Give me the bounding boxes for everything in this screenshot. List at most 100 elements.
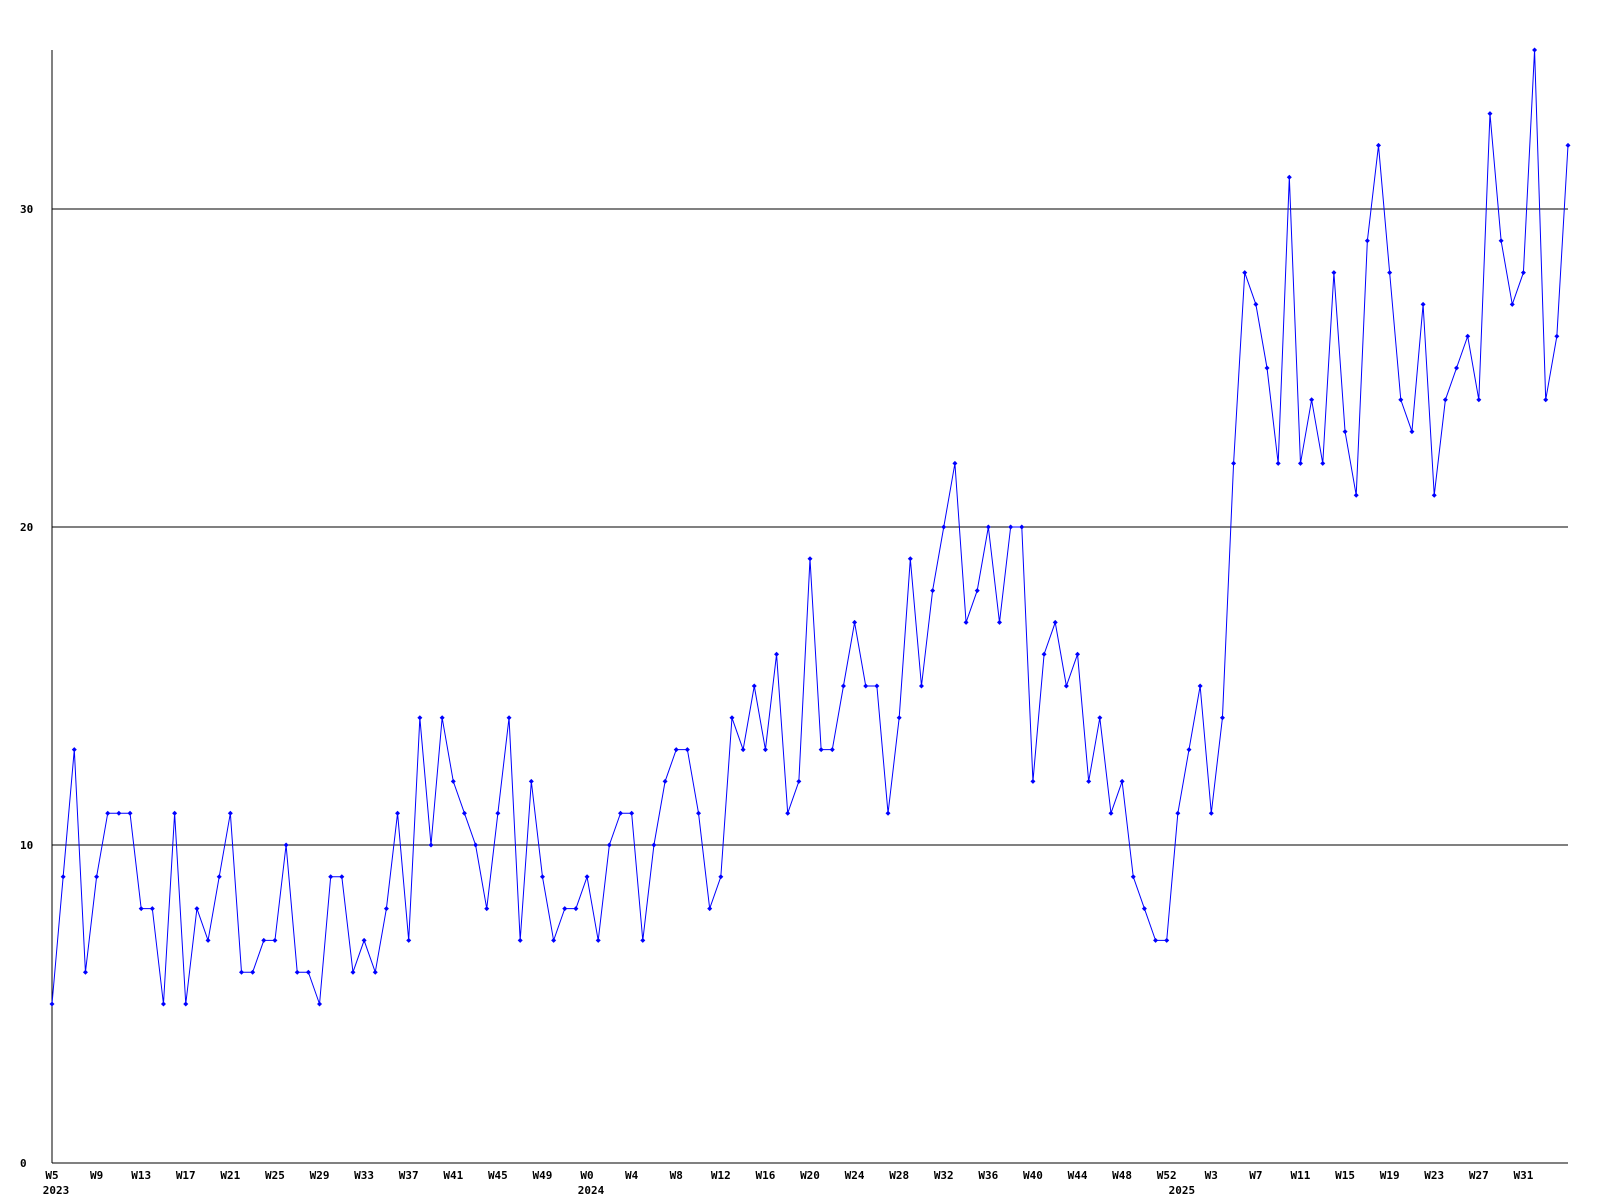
data-point [1431, 492, 1437, 498]
x-group-label: 2024 [578, 1184, 605, 1197]
data-point [1498, 238, 1504, 244]
data-point [562, 906, 568, 912]
x-tick-label: W9 [90, 1169, 103, 1182]
x-tick-label: W19 [1380, 1169, 1400, 1182]
data-point [1108, 810, 1114, 816]
data-point [896, 715, 902, 721]
x-tick-label: W37 [399, 1169, 419, 1182]
x-tick-label: W5 [45, 1169, 58, 1182]
data-point [71, 747, 77, 753]
data-point [930, 588, 936, 594]
data-point [1565, 142, 1571, 148]
data-point [1086, 778, 1092, 784]
x-tick-label: W8 [670, 1169, 683, 1182]
data-point [1509, 301, 1515, 307]
x-tick-label: W13 [131, 1169, 151, 1182]
data-point [818, 747, 824, 753]
data-point [1286, 174, 1292, 180]
data-point [305, 969, 311, 975]
data-point [1409, 429, 1415, 435]
data-point [729, 715, 735, 721]
data-point [1320, 460, 1326, 466]
x-tick-label: W45 [488, 1169, 508, 1182]
data-point [484, 906, 490, 912]
data-point [205, 937, 211, 943]
data-point [651, 842, 657, 848]
x-tick-label: W41 [443, 1169, 463, 1182]
data-point [684, 747, 690, 753]
data-point [1543, 397, 1549, 403]
x-tick-label: W4 [625, 1169, 639, 1182]
data-point [149, 906, 155, 912]
data-point [1554, 333, 1560, 339]
data-point [172, 810, 178, 816]
data-point [874, 683, 880, 689]
data-point [606, 842, 612, 848]
data-point [160, 1001, 166, 1007]
x-tick-label: W40 [1023, 1169, 1043, 1182]
data-point [997, 619, 1002, 625]
data-point [1097, 715, 1103, 721]
data-point [1520, 270, 1526, 276]
data-point [840, 683, 846, 689]
data-point [1019, 524, 1025, 530]
data-point [94, 874, 100, 880]
data-point [372, 969, 378, 975]
data-point [1476, 397, 1482, 403]
data-point [406, 937, 412, 943]
x-tick-label: W23 [1424, 1169, 1444, 1182]
data-point [1052, 619, 1058, 625]
x-tick-label: W48 [1112, 1169, 1132, 1182]
data-point [774, 651, 780, 657]
data-point [718, 874, 724, 880]
data-point [528, 778, 534, 784]
x-tick-label: W11 [1291, 1169, 1311, 1182]
data-point [138, 906, 144, 912]
data-point [239, 969, 244, 975]
x-tick-label: W25 [265, 1169, 285, 1182]
data-point [618, 810, 623, 816]
data-point [740, 747, 746, 753]
data-point [116, 810, 122, 816]
data-point [863, 683, 869, 689]
data-point [127, 810, 133, 816]
data-point [539, 874, 545, 880]
data-point [1030, 778, 1036, 784]
x-tick-label: W52 [1157, 1169, 1177, 1182]
data-point [328, 874, 334, 880]
data-point [551, 937, 557, 943]
data-point [1264, 365, 1270, 371]
data-point [105, 810, 111, 816]
data-point [1041, 651, 1047, 657]
data-point [662, 778, 668, 784]
data-point [1331, 270, 1337, 276]
y-tick-label: 0 [20, 1157, 27, 1170]
data-point [829, 747, 835, 753]
data-point [1442, 397, 1448, 403]
data-point [1297, 460, 1303, 466]
data-point [1130, 874, 1136, 880]
x-tick-label: W33 [354, 1169, 374, 1182]
x-tick-label: W29 [310, 1169, 330, 1182]
data-point [974, 588, 980, 594]
data-point [227, 810, 233, 816]
data-point [473, 842, 479, 848]
y-tick-label: 30 [20, 203, 33, 216]
data-point [1420, 301, 1426, 307]
data-point [294, 969, 300, 975]
data-point [1219, 715, 1225, 721]
y-tick-label: 10 [20, 839, 33, 852]
data-point [82, 969, 88, 975]
data-point [1008, 524, 1014, 530]
data-point [495, 810, 501, 816]
x-group-label: 2023 [43, 1184, 70, 1197]
data-point [1175, 810, 1181, 816]
data-point [1454, 365, 1460, 371]
data-point [595, 937, 601, 943]
data-point [785, 810, 791, 816]
x-tick-label: W0 [580, 1169, 593, 1182]
data-point [707, 906, 713, 912]
data-point [629, 810, 635, 816]
data-point [1387, 270, 1393, 276]
